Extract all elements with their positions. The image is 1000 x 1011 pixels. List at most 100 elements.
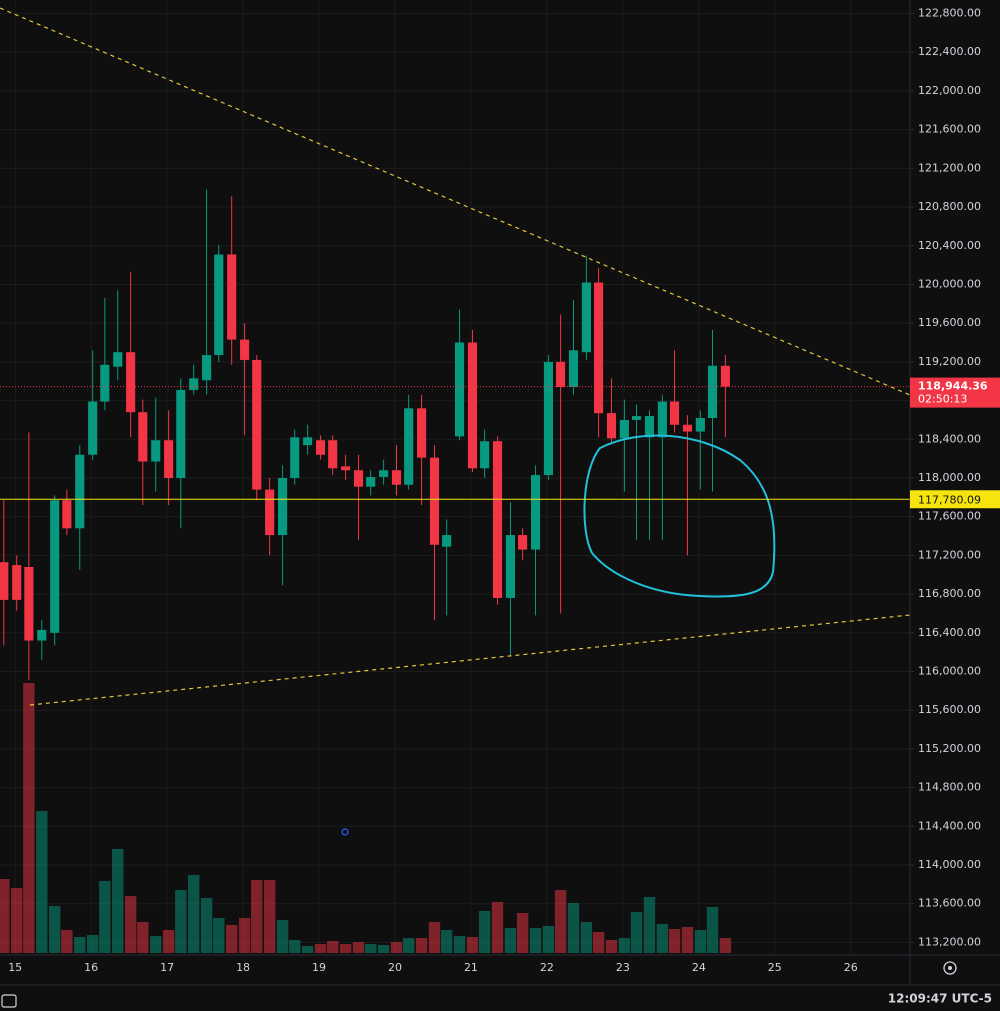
candle-body — [429, 457, 440, 545]
countdown-label: 02:50:13 — [918, 393, 967, 406]
candle-body — [0, 562, 9, 600]
y-tick-label: 120,000.00 — [918, 277, 981, 290]
price-line-label-box — [910, 490, 1000, 509]
price-line-label: 117,780.09 — [918, 493, 981, 506]
grid — [0, 0, 910, 955]
volume-bar — [36, 811, 48, 953]
volume-bar — [390, 942, 403, 953]
candle-body — [88, 401, 98, 455]
candle-body — [543, 361, 553, 476]
candle-body — [75, 454, 85, 529]
candle-body — [492, 441, 503, 598]
volume-bar — [656, 924, 669, 953]
candle-body — [631, 416, 642, 420]
volume-bar — [580, 922, 593, 953]
x-tick-label: 18 — [236, 961, 250, 974]
candle-body — [50, 500, 60, 633]
candle-body — [353, 470, 364, 487]
volume-bar — [377, 945, 390, 953]
candle-body — [404, 408, 414, 485]
x-tick-label: 16 — [84, 961, 98, 974]
drawn-ellipse — [583, 434, 776, 598]
candle-body — [594, 282, 604, 414]
marker — [341, 828, 349, 836]
volume-bar — [263, 880, 276, 953]
volume-bar — [301, 946, 314, 953]
y-tick-label: 116,000.00 — [918, 664, 981, 677]
candle-body — [467, 342, 478, 469]
candle-body — [417, 408, 427, 458]
volume-bar — [542, 926, 555, 953]
volume-bar — [352, 942, 365, 953]
candle-body — [265, 489, 275, 536]
volume-bar — [554, 890, 567, 953]
volume-bar — [327, 941, 339, 953]
x-tick-label: 25 — [768, 961, 782, 974]
candle-body — [391, 470, 402, 485]
volume-bar — [668, 929, 681, 953]
volume-bar — [23, 683, 35, 953]
candle-body — [695, 417, 705, 432]
volume-bar — [0, 879, 10, 953]
volume-bar — [175, 890, 187, 953]
candle-body — [214, 254, 224, 356]
volume-bar — [276, 920, 289, 953]
volume-bar — [618, 938, 631, 953]
volume-bar — [74, 937, 86, 953]
candle-body — [240, 339, 250, 360]
y-tick-label: 116,800.00 — [918, 587, 981, 600]
volume-bar — [453, 936, 466, 953]
candle-body — [581, 282, 591, 353]
candle-body — [113, 352, 123, 367]
volume-bar — [694, 930, 707, 953]
volume-bar — [150, 936, 162, 953]
candle-body — [442, 535, 452, 547]
volume-bar — [188, 875, 200, 953]
volume-bar — [137, 922, 149, 953]
candle-body — [252, 359, 262, 490]
x-tick-label: 20 — [388, 961, 402, 974]
candle-body — [644, 416, 655, 438]
volume-bar — [99, 881, 111, 953]
volume-bar — [516, 913, 529, 953]
volume-bar — [213, 918, 225, 953]
candle-body — [202, 355, 212, 381]
y-tick-label: 117,200.00 — [918, 548, 981, 561]
volume-bar — [124, 896, 137, 953]
volume-bar — [251, 880, 263, 953]
candle-body — [720, 365, 730, 387]
volume-bar — [314, 944, 327, 953]
volume-bar — [466, 937, 479, 953]
y-tick-label: 114,000.00 — [918, 858, 981, 871]
y-tick-label: 121,200.00 — [918, 161, 981, 174]
candle-body — [164, 440, 174, 478]
candle-body — [290, 437, 300, 478]
volume-bar — [719, 938, 732, 953]
settings-icon[interactable] — [943, 961, 957, 975]
volume-bar — [681, 927, 694, 953]
candle-body — [606, 413, 617, 439]
volume-bar — [567, 903, 580, 953]
volume-bar — [491, 902, 504, 953]
candle-body — [126, 352, 136, 413]
volume-bar — [162, 930, 175, 953]
volume-bar — [630, 912, 643, 953]
candle-body — [62, 500, 72, 529]
candle-body — [669, 401, 680, 425]
candle-body — [315, 440, 326, 455]
candle-body — [568, 350, 579, 388]
volume-bar — [440, 930, 453, 953]
y-tick-label: 119,600.00 — [918, 316, 981, 329]
y-tick-label: 118,000.00 — [918, 471, 981, 484]
clock: 12:09:47 UTC-5 — [888, 992, 992, 1006]
candle-body — [480, 441, 490, 469]
volume-bar — [61, 930, 73, 953]
volume-bar — [238, 918, 251, 953]
volume-bar — [402, 938, 415, 953]
calendar-icon[interactable] — [1, 994, 17, 1008]
volume-bar — [11, 888, 23, 953]
candle-body — [518, 535, 528, 550]
candle-body — [303, 437, 313, 446]
last-price-box — [910, 377, 1000, 408]
